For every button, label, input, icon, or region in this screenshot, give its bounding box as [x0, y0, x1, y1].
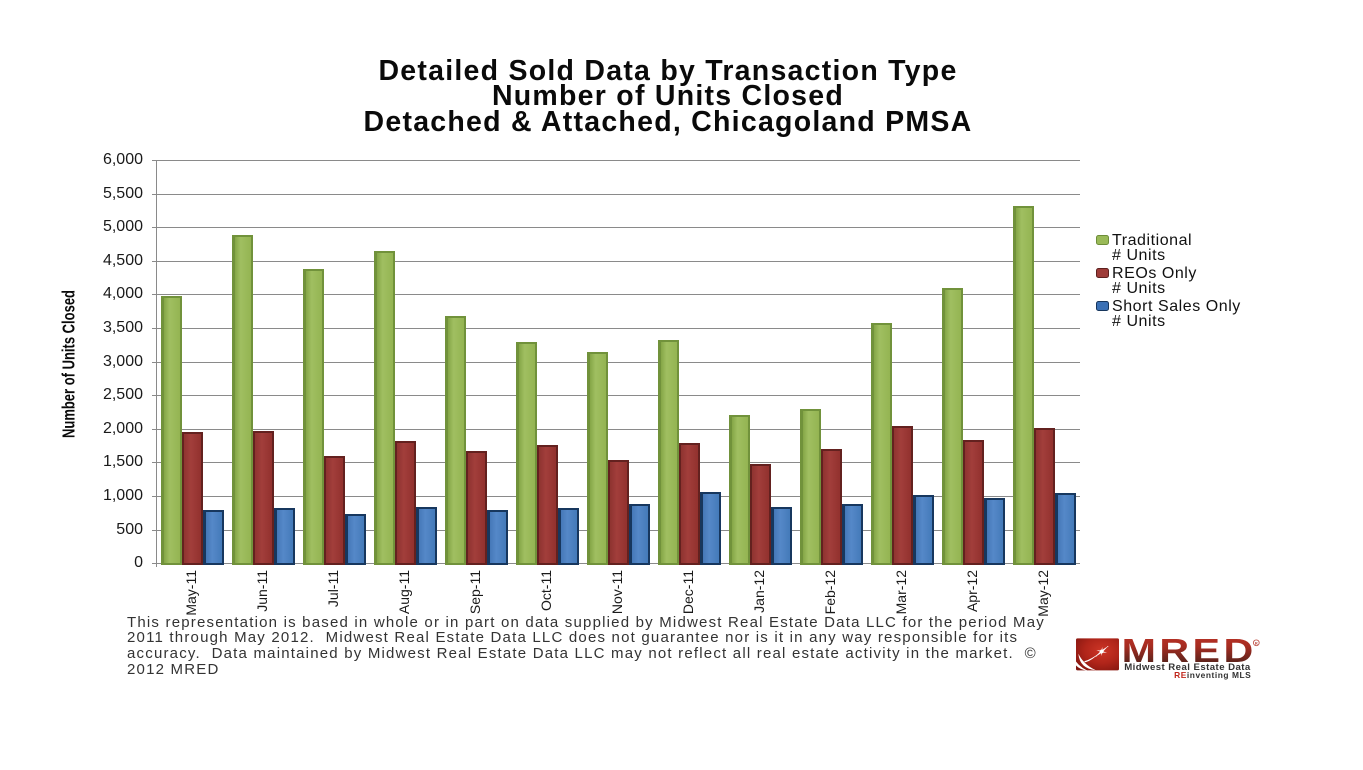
svg-text:Number of Units Closed: Number of Units Closed [59, 290, 79, 438]
svg-text:REinventing MLS: REinventing MLS [1174, 670, 1251, 680]
svg-text:R: R [1255, 641, 1258, 646]
svg-text:Midwest Real Estate Data: Midwest Real Estate Data [1124, 662, 1251, 673]
svg-text:MRED: MRED [1122, 631, 1257, 668]
